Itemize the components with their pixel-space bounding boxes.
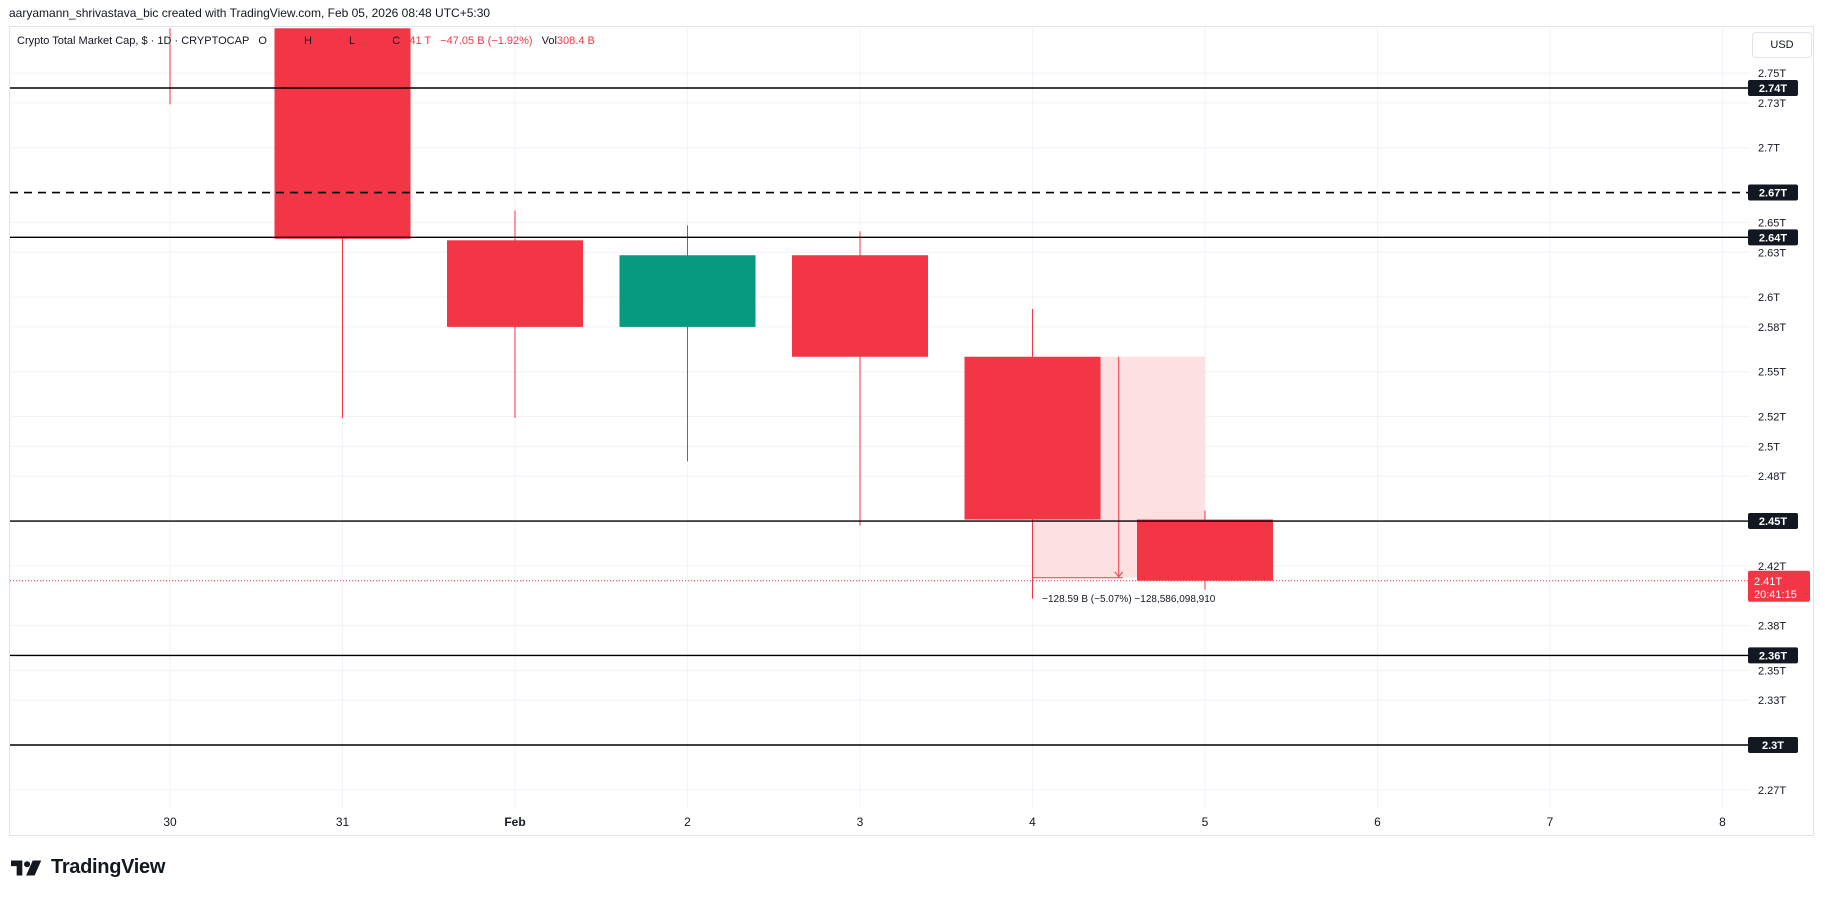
level-price-badge: [1748, 229, 1798, 246]
y-axis-tick-label: 2.65T: [1758, 217, 1786, 229]
legend-close-label: C: [392, 35, 401, 47]
y-axis-tick-label: 2.55T: [1758, 367, 1786, 379]
tradingview-logo-text: TradingView: [51, 856, 166, 878]
y-axis-tick-label: 2.52T: [1758, 412, 1786, 424]
level-price-badge-label: 2.36T: [1759, 650, 1787, 662]
x-axis-tick-label: 3: [857, 815, 864, 829]
price-range-label: −128.59 B (−5.07%) −128,586,098,910: [1042, 594, 1216, 605]
legend-high-label: H: [304, 35, 312, 47]
y-axis-tick-label: 2.33T: [1758, 695, 1786, 707]
y-axis-tick-label: 2.58T: [1758, 322, 1786, 334]
last-price-countdown: 20:41:15: [1754, 589, 1797, 601]
level-price-badge: [1748, 513, 1798, 530]
chart-attribution: aaryamann_shrivastava_bic created with T…: [9, 6, 491, 20]
x-axis-tick-label: 8: [1719, 815, 1726, 829]
level-price-badge: [1748, 647, 1798, 664]
legend-close-value: 2.41 T: [400, 35, 432, 47]
legend-volume-label: Vol: [541, 35, 557, 47]
y-axis-tick-label: 2.48T: [1758, 471, 1786, 483]
x-axis-tick-label: 30: [163, 815, 177, 829]
y-axis-tick-label: 2.6T: [1758, 292, 1780, 304]
x-axis-tick-label: 7: [1547, 815, 1554, 829]
y-axis-tick-label: 2.42T: [1758, 561, 1786, 573]
legend-open-label: O: [258, 35, 267, 47]
candle-body-3: [792, 255, 928, 357]
y-axis-tick-label: 2.73T: [1758, 98, 1786, 110]
candle-body-4: [964, 356, 1101, 520]
legend-volume-value: 308.4 B: [556, 35, 595, 47]
level-price-badge-label: 2.64T: [1759, 232, 1787, 244]
level-price-badge-label: 2.74T: [1759, 83, 1787, 95]
candle-body-31: [274, 28, 411, 239]
last-price-badge-label: 2.41T: [1754, 576, 1782, 588]
candle-body-2: [619, 255, 756, 327]
y-axis-tick-label: 2.5T: [1758, 441, 1780, 453]
tradingview-logo[interactable]: TradingView: [11, 856, 165, 879]
tradingview-logo-icon: [11, 859, 42, 876]
legend-change-value: −47.05 B (−1.92%): [440, 35, 533, 47]
legend-low-label: L: [349, 35, 356, 47]
y-axis-tick-label: 2.38T: [1758, 621, 1786, 633]
x-axis-tick-label: 2: [684, 815, 691, 829]
y-axis-tick-label: 2.35T: [1758, 665, 1786, 677]
symbol-legend: Crypto Total Market Cap, $ · 1D · CRYPTO…: [17, 35, 601, 47]
level-price-badge: [1748, 737, 1798, 753]
chart-pane[interactable]: [9, 26, 1814, 836]
level-price-badge-label: 2.3T: [1762, 740, 1784, 752]
symbol-title[interactable]: Crypto Total Market Cap, $ · 1D · CRYPTO…: [17, 35, 250, 47]
x-axis-tick-label: 5: [1202, 815, 1209, 829]
x-axis-tick-label: 6: [1374, 815, 1381, 829]
y-axis-tick-label: 2.63T: [1758, 247, 1786, 259]
candle-body-Feb: [447, 240, 583, 327]
currency-selector[interactable]: USD: [1752, 32, 1812, 58]
level-price-badge: [1748, 184, 1798, 201]
x-axis-tick-label: 31: [336, 815, 350, 829]
level-price-badge-label: 2.45T: [1759, 516, 1787, 528]
level-price-badge-label: 2.67T: [1759, 188, 1787, 200]
y-axis-tick-label: 2.7T: [1758, 143, 1780, 155]
level-price-badge: [1748, 80, 1798, 96]
y-axis-tick-label: 2.75T: [1758, 68, 1786, 80]
x-axis-tick-label: 4: [1029, 815, 1036, 829]
y-axis-tick-label: 2.27T: [1758, 785, 1786, 797]
candle-body-5: [1137, 519, 1273, 581]
x-axis-tick-label: Feb: [504, 815, 525, 829]
price-range-arrow-head: [1114, 571, 1124, 578]
last-price-badge: [1748, 570, 1810, 602]
